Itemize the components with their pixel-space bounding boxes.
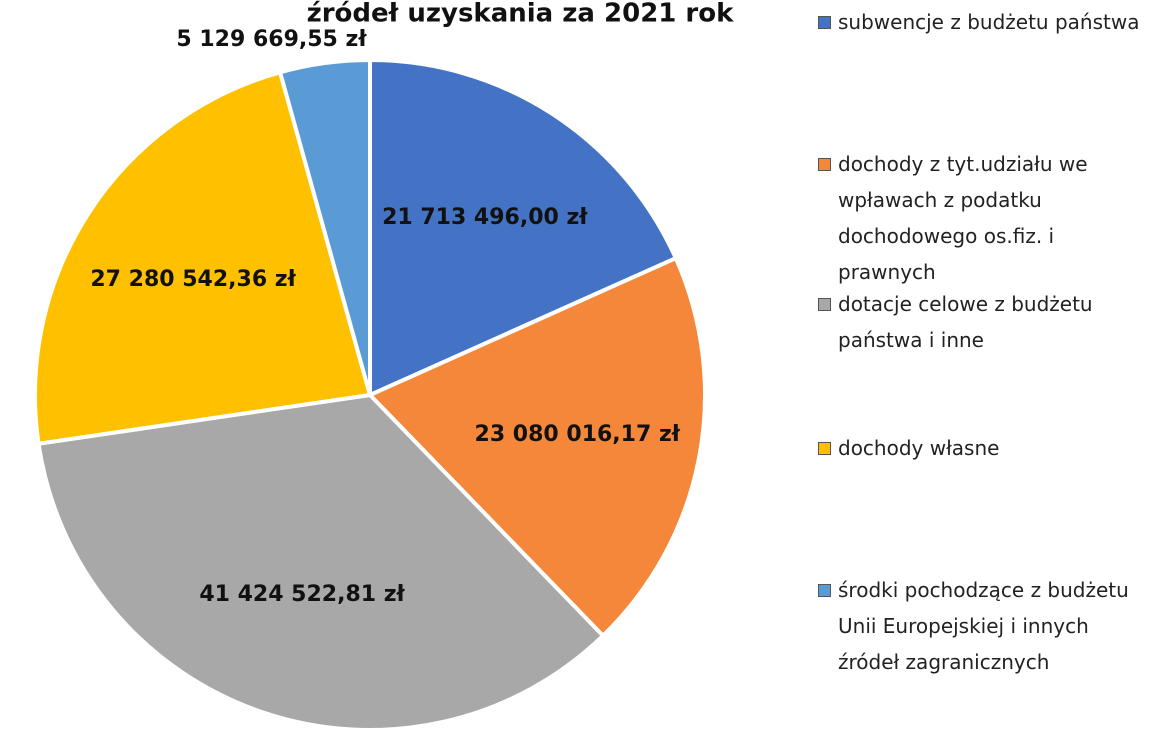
legend-entry: środki pochodzące z budżetu Unii Europej… — [818, 572, 1148, 680]
pie-slice — [277, 57, 372, 396]
data-label: 5 129 669,55 zł — [176, 27, 367, 52]
legend-label: dochody własne — [838, 436, 1000, 460]
legend-swatch — [818, 584, 831, 597]
pie-slice — [33, 69, 373, 446]
legend-label: subwencje z budżetu państwa — [838, 10, 1140, 34]
pie-slice — [366, 255, 707, 639]
legend-label: środki pochodzące z budżetu Unii Europej… — [838, 578, 1129, 674]
legend-swatch — [818, 158, 831, 171]
legend-entry: subwencje z budżetu państwa — [818, 4, 1148, 40]
chart-title: źródeł uzyskania za 2021 rok — [307, 0, 735, 29]
data-label: 41 424 522,81 zł — [199, 582, 405, 607]
data-label: 23 080 016,17 zł — [475, 422, 681, 447]
legend-swatch — [818, 442, 831, 455]
pie-slice — [368, 57, 679, 399]
legend-entry: dotacje celowe z budżetu państwa i inne — [818, 286, 1148, 358]
legend-entry: dochody z tyt.udziału we wpławach z poda… — [818, 146, 1148, 290]
legend-label: dotacje celowe z budżetu państwa i inne — [838, 292, 1093, 352]
legend-entry: dochody własne — [818, 430, 1148, 466]
data-label: 21 713 496,00 zł — [382, 205, 588, 230]
legend-swatch — [818, 16, 831, 29]
legend-swatch — [818, 298, 831, 311]
legend-label: dochody z tyt.udziału we wpławach z poda… — [838, 152, 1088, 284]
pie-slice — [36, 392, 606, 732]
data-label: 27 280 542,36 zł — [90, 267, 296, 292]
